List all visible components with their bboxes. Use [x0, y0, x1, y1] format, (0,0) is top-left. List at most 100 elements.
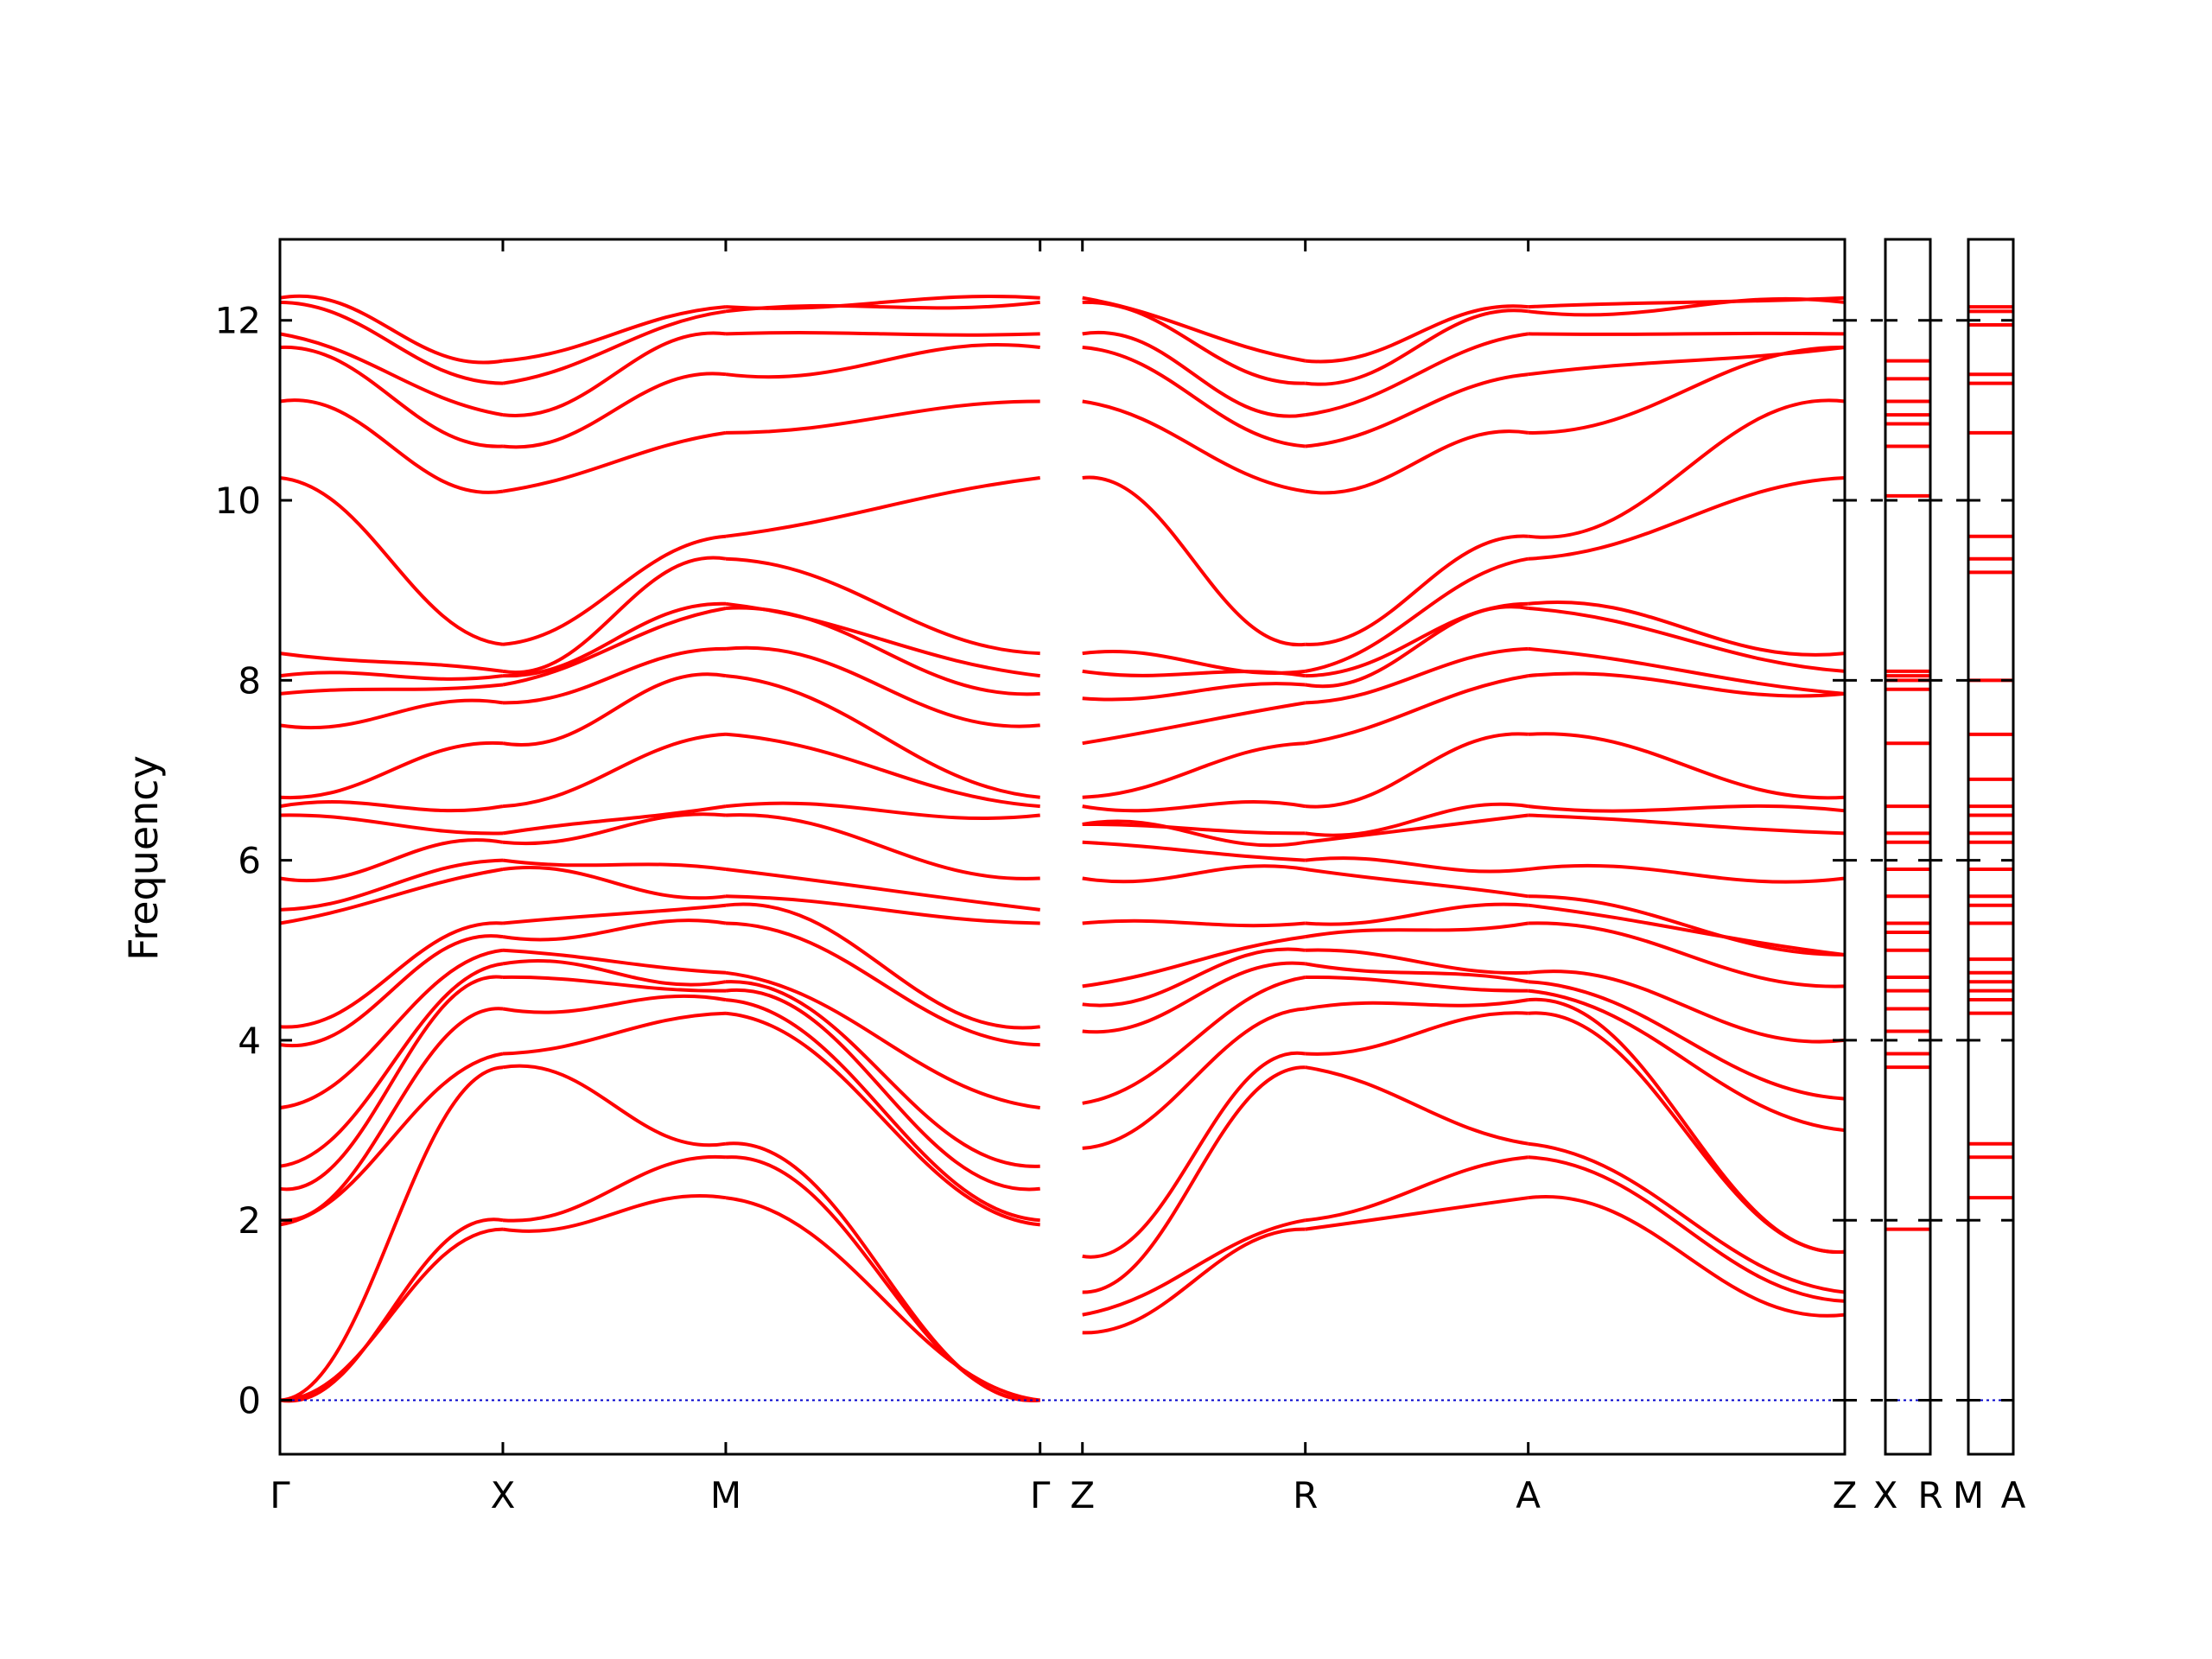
band-line: [279, 294, 504, 365]
band-line: [725, 813, 1040, 880]
band-line: [1528, 1194, 1846, 1318]
band-line: [1528, 813, 1846, 836]
band-line: [1082, 701, 1306, 746]
band-line: [279, 698, 504, 730]
band-line: [1305, 1196, 1529, 1231]
band-line: [502, 534, 727, 646]
band-line: [725, 343, 1040, 379]
band-line: [1528, 921, 1846, 988]
band-line: [502, 331, 727, 417]
panel-frame: [278, 238, 1847, 1456]
band-line: [279, 1007, 504, 1223]
band-line: [1528, 903, 1846, 957]
band-line: [1305, 308, 1529, 386]
y-tick-label: 8: [238, 659, 261, 702]
band-line: [1082, 961, 1306, 1034]
x-tick-label: A: [2001, 1474, 2026, 1516]
band-line: [1305, 372, 1529, 448]
band-line: [279, 652, 504, 673]
band-line: [1082, 918, 1306, 928]
band-line: [725, 331, 1040, 337]
band-line: [1528, 607, 1846, 673]
band-line: [1528, 894, 1846, 957]
band-line: [1528, 296, 1846, 309]
band-line: [1082, 649, 1306, 676]
band-line: [1305, 902, 1529, 926]
band-line: [502, 430, 727, 493]
band-line: [1082, 1227, 1306, 1335]
band-line: [502, 372, 727, 449]
band-line: [502, 607, 727, 687]
band-line: [1305, 304, 1529, 364]
band-line: [502, 975, 727, 993]
band-line: [1528, 398, 1846, 539]
band-line: [1305, 802, 1529, 837]
band-line: [1528, 1141, 1846, 1294]
panel-frame: [1884, 238, 1932, 1456]
band-line: [279, 332, 504, 417]
band-line: [502, 672, 727, 747]
panel-frames-layer: [278, 238, 2015, 1456]
band-line: [1305, 948, 1529, 976]
band-line: [725, 988, 1040, 1192]
band-line: [1082, 1051, 1306, 1259]
band-line: [1528, 476, 1846, 561]
band-line: [1082, 475, 1306, 646]
band-line: [1305, 1011, 1529, 1056]
band-line: [725, 645, 1040, 728]
band-line: [1528, 988, 1846, 1133]
band-line: [1082, 741, 1306, 799]
band-line: [279, 868, 504, 925]
band-line: [1082, 346, 1306, 448]
band-line: [1082, 1007, 1306, 1150]
band-line: [1082, 819, 1306, 848]
band-line: [1528, 980, 1846, 1101]
band-line: [279, 476, 504, 646]
band-line: [1305, 601, 1529, 678]
y-tick-label: 6: [238, 840, 261, 882]
band-line: [1528, 969, 1846, 1044]
band-line: [1305, 332, 1529, 417]
band-line: [279, 300, 504, 385]
band-line: [279, 921, 504, 1029]
band-line: [502, 858, 727, 871]
band-line: [502, 305, 727, 363]
band-line: [725, 1011, 1040, 1227]
x-tick-label: X: [1873, 1474, 1898, 1516]
band-line: [1082, 976, 1306, 1105]
y-tick-label: 10: [215, 480, 261, 522]
band-line: [502, 812, 727, 845]
x-tick-label: A: [1516, 1474, 1541, 1516]
band-line: [725, 1196, 1040, 1402]
band-line: [502, 601, 727, 678]
x-tick-label: M: [1953, 1474, 1984, 1516]
band-line: [279, 975, 504, 1192]
band-line: [1305, 962, 1529, 984]
band-line: [1305, 868, 1529, 899]
band-line: [1305, 813, 1529, 844]
band-line: [279, 948, 504, 1109]
band-line: [1082, 864, 1306, 884]
band-line: [279, 838, 504, 883]
band-line: [725, 476, 1040, 538]
band-line: [725, 868, 1040, 912]
x-tick-label: Γ: [270, 1474, 290, 1516]
band-line: [1305, 646, 1529, 705]
band-line: [1082, 799, 1306, 813]
band-line: [725, 902, 1040, 1030]
band-line: [1082, 840, 1306, 862]
y-tick-label: 12: [215, 300, 261, 342]
y-tick-label: 4: [238, 1020, 261, 1062]
band-line: [502, 556, 727, 675]
band-line: [1305, 556, 1529, 673]
band-line: [279, 800, 504, 813]
band-line: [1082, 1065, 1306, 1294]
band-line: [1528, 601, 1846, 657]
band-line: [1528, 863, 1846, 884]
band-line: [1305, 998, 1529, 1011]
band-line: [279, 398, 504, 494]
x-tick-label: Z: [1833, 1474, 1858, 1516]
band-line: [725, 921, 1040, 1047]
band-line: [502, 918, 727, 942]
